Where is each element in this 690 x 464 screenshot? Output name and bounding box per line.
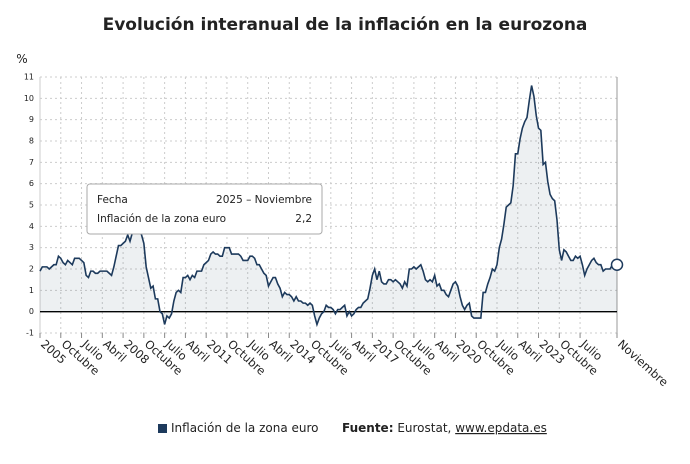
y-tick-label: 5 <box>29 201 34 210</box>
y-tick-label: 8 <box>29 137 34 146</box>
tooltip-date-label: Fecha <box>97 194 128 206</box>
legend-label: Inflación de la zona euro <box>171 421 318 435</box>
y-unit: % <box>16 52 27 66</box>
y-tick-label: 6 <box>29 179 34 188</box>
source-label: Fuente: <box>342 421 394 435</box>
y-tick-label: 0 <box>29 307 34 316</box>
y-tick-label: 1 <box>29 286 34 295</box>
source-url[interactable]: www.epdata.es <box>455 421 547 435</box>
y-tick-label: 7 <box>29 158 34 167</box>
tooltip-series: Inflación de la zona euro <box>97 213 226 225</box>
tooltip: Fecha 2025 – Noviembre Inflación de la z… <box>86 183 323 235</box>
y-tick-label: 10 <box>24 94 34 103</box>
chart-title: Evolución interanual de la inflación en … <box>103 15 588 35</box>
y-tick-label: 9 <box>29 115 34 124</box>
source-name: Eurostat, <box>397 421 451 435</box>
tooltip-date: 2025 – Noviembre <box>216 194 312 206</box>
legend-swatch <box>158 424 167 433</box>
x-tick-label: Abril <box>516 337 545 365</box>
x-tick-label: Abril <box>183 337 212 365</box>
source: Fuente: Eurostat, www.epdata.es <box>342 421 547 435</box>
x-tick-label: Abril <box>433 337 462 365</box>
y-tick-label: 4 <box>29 222 34 231</box>
x-tick-label: Abril <box>350 337 379 365</box>
y-tick-label: 3 <box>29 243 34 252</box>
x-tick-label: Abril <box>100 337 129 365</box>
highlight-point <box>610 258 624 271</box>
legend: Inflación de la zona euro <box>158 421 318 435</box>
area <box>40 85 617 325</box>
tooltip-value: 2,2 <box>295 213 312 225</box>
y-tick-label: -1 <box>26 329 34 338</box>
y-tick-label: 2 <box>29 265 34 274</box>
x-tick-label: Noviembre <box>615 337 671 389</box>
x-tick-label: Abril <box>266 337 295 365</box>
y-tick-label: 11 <box>24 73 34 82</box>
tooltip-box <box>86 183 323 235</box>
